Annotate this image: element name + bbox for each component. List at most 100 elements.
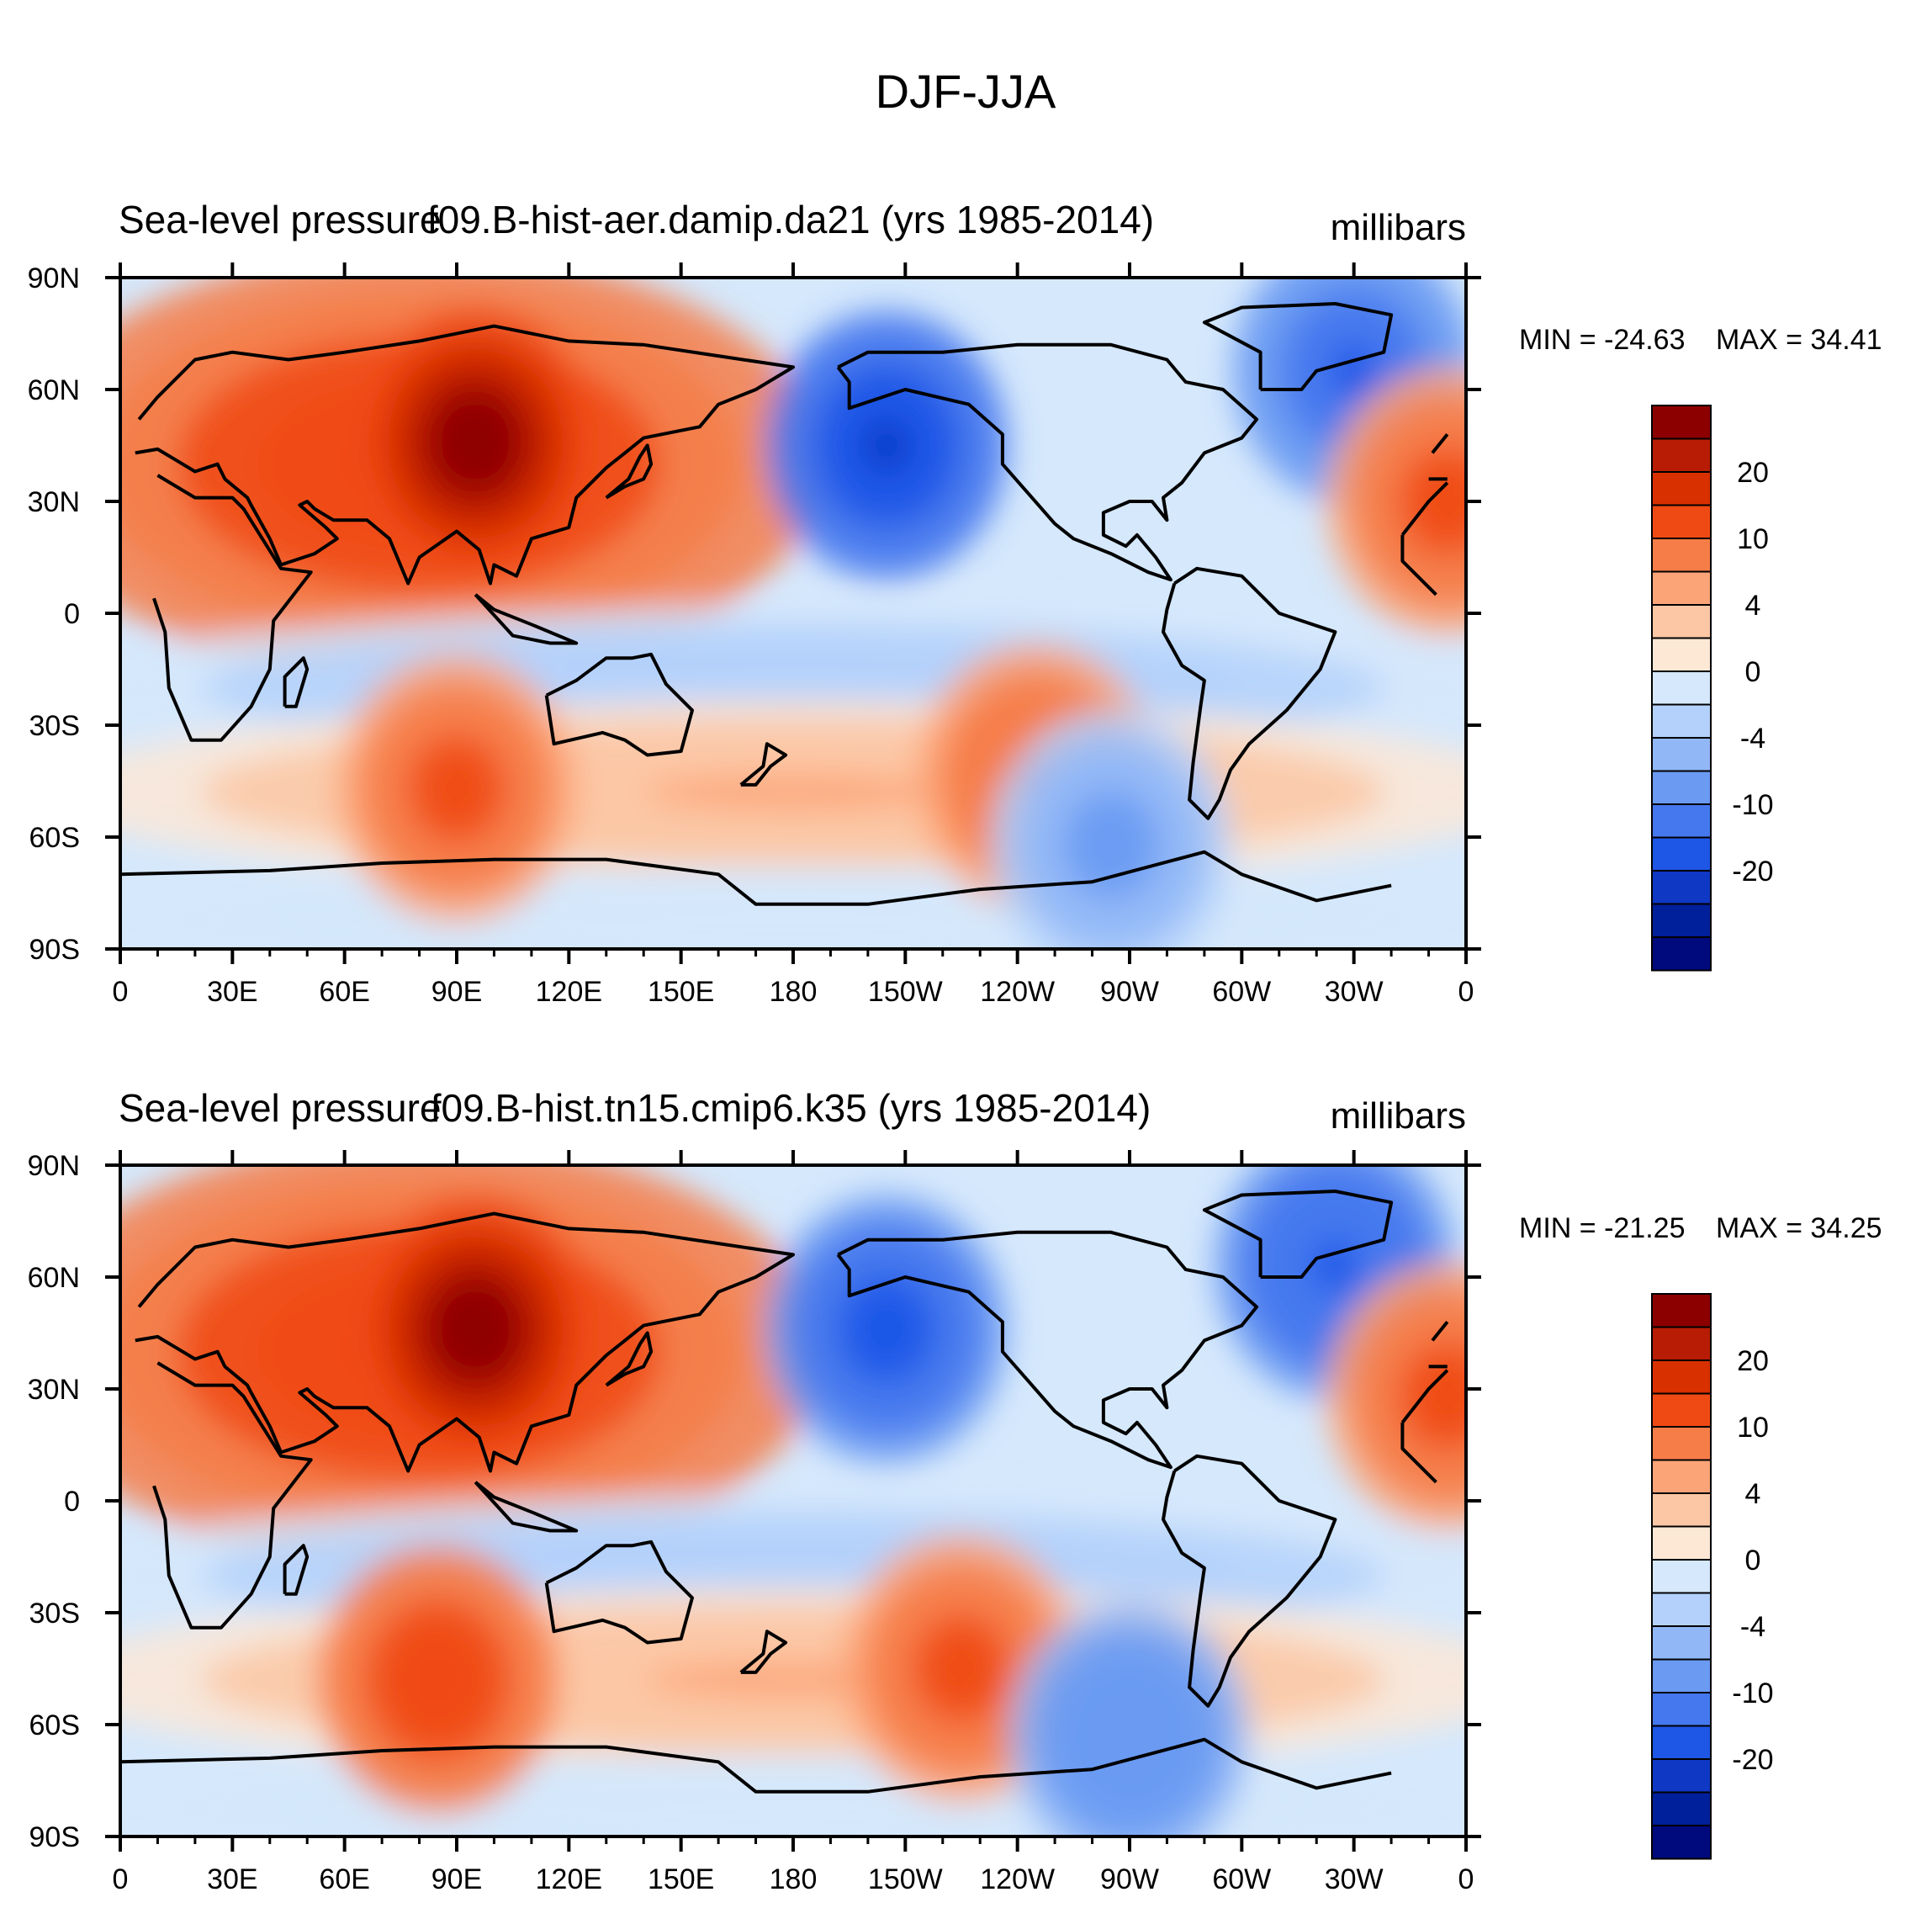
panel-2-coastline: [1202, 1190, 1394, 1279]
panel-2-colorbar-swatch: [1651, 1791, 1712, 1826]
panel-2-y-tick-label: 30S: [29, 1598, 81, 1630]
panel-2-title-center: f09.B-hist.tn15.cmip6.k35 (yrs 1985-2014…: [431, 1086, 1151, 1130]
panel-1-y-tick-label: 30S: [29, 710, 81, 742]
panel-1-x-tick-label: 150E: [648, 976, 714, 1008]
panel-2-coastline: [283, 1544, 310, 1596]
panel-1-siberian-high: [354, 307, 597, 576]
panel-2-colorbar-label: 20: [1737, 1345, 1769, 1377]
panel-2-x-tick-label: 30E: [207, 1863, 258, 1895]
panel-1-colorbar-swatch: [1651, 570, 1712, 606]
panel-1-colorbar-swatch: [1651, 803, 1712, 839]
panel-2-sh-midlat-high-band: [120, 1586, 1466, 1774]
panel-1-y-tick-label: 90N: [28, 262, 80, 294]
panel-1-colorbar-swatch: [1651, 538, 1712, 573]
panel-2-colorbar-swatch: [1651, 1293, 1712, 1328]
panel-2: Sea-level pressure f09.B-hist.tn15.cmip6…: [28, 1086, 1882, 1895]
panel-1-colorbar-swatch: [1651, 604, 1712, 639]
panel-2-y-tick-label: 90S: [29, 1821, 81, 1853]
panel-2-x-tick-label: 0: [113, 1863, 129, 1895]
panel-2-colorbar-swatch: [1651, 1625, 1712, 1661]
panel-2-colorbar-swatch: [1651, 1359, 1712, 1395]
panel-2-colorbar-swatch: [1651, 1492, 1712, 1528]
panel-1-colorbar-label: 10: [1737, 523, 1769, 555]
panel-1-x-tick-label: 0: [113, 976, 129, 1008]
panel-1-colorbar-swatch: [1651, 637, 1712, 672]
panel-2-south-indian-high: [316, 1545, 559, 1815]
panel-2-colorbar-swatch: [1651, 1326, 1712, 1361]
panel-2-x-tick-label: 30W: [1325, 1863, 1384, 1895]
panel-2-max-label: MAX = 34.25: [1716, 1212, 1882, 1244]
panel-1-y-tick-label: 30N: [28, 486, 80, 518]
panel-2-coastline: [739, 1630, 788, 1674]
panel-2-colorbar-swatch: [1651, 1725, 1712, 1760]
panel-1-coastline: [544, 652, 694, 757]
panel-1-colorbar-label: 0: [1745, 656, 1761, 688]
panel-2-x-tick-label: 60W: [1212, 1863, 1271, 1895]
panel-2-coastline: [544, 1540, 694, 1645]
panel-2-y-tick-label: 60N: [28, 1262, 80, 1294]
panel-1-title-center: f09.B-hist-aer.damip.da21 (yrs 1985-2014…: [427, 198, 1154, 241]
panel-1: Sea-level pressure f09.B-hist-aer.damip.…: [28, 198, 1882, 1008]
panel-2-title-left: Sea-level pressure: [119, 1086, 442, 1130]
panel-2-colorbar-label: -10: [1732, 1677, 1773, 1709]
panel-1-y-tick-label: 60N: [28, 374, 80, 406]
panel-2-coastline: [152, 1361, 1449, 1630]
panel-2-coastline: [1162, 1454, 1337, 1708]
panel-1-colorbar-swatch: [1651, 770, 1712, 805]
panel-2-colorbar-label: -20: [1732, 1744, 1773, 1776]
panel-1-colorbar-label: 20: [1737, 457, 1769, 489]
panel-1-coastline: [1162, 566, 1337, 820]
panel-1-map: [120, 278, 1466, 949]
panel-2-amundsen-low: [1008, 1601, 1251, 1836]
panel-2-y-tick-label: 30N: [28, 1374, 80, 1406]
panel-1-x-tick-label: 0: [1458, 976, 1474, 1008]
panel-2-x-tick-label: 0: [1458, 1863, 1474, 1895]
panel-2-units: millibars: [1331, 1095, 1466, 1137]
panel-1-sh-midlat-high-band: [120, 698, 1466, 887]
panel-2-x-tick-label: 150E: [648, 1863, 714, 1895]
panel-1-x-tick-label: 60E: [319, 976, 370, 1008]
panel-1-x-tick-label: 30E: [207, 976, 258, 1008]
panel-2-colorbar-label: 4: [1745, 1478, 1761, 1510]
panel-2-coastline: [836, 1230, 1259, 1470]
panel-2-x-tick-label: 120W: [980, 1863, 1055, 1895]
panel-1-x-tick-label: 90E: [431, 976, 483, 1008]
panel-2-colorbar-swatch: [1651, 1426, 1712, 1461]
panel-2-colorbar-swatch: [1651, 1559, 1712, 1594]
panel-1-colorbar-swatch: [1651, 703, 1712, 739]
panel-2-map: [120, 1165, 1466, 1836]
panel-1-azores-high: [1326, 367, 1466, 636]
panel-2-coastline: [135, 1211, 1449, 1473]
panel-1-coastline: [283, 656, 310, 708]
panel-1-coastline: [120, 850, 1392, 906]
panel-1-pacific-low: [765, 310, 1008, 580]
panel-1-colorbar-swatch: [1651, 437, 1712, 473]
panel-2-colorbar-swatch: [1651, 1758, 1712, 1794]
panel-2-min-label: MIN = -21.25: [1519, 1212, 1685, 1244]
panel-1-colorbar-swatch: [1651, 836, 1712, 872]
panel-1-colorbar-label: -20: [1732, 856, 1773, 888]
panel-1-colorbar-swatch: [1651, 870, 1712, 905]
panel-2-y-tick-label: 60S: [29, 1709, 81, 1741]
panel-1-amundsen-low: [989, 710, 1232, 949]
panel-2-colorbar-swatch: [1651, 1825, 1712, 1860]
panel-1-x-tick-label: 120E: [536, 976, 602, 1008]
panel-1-y-tick-label: 0: [64, 598, 80, 630]
panel-2-coastline: [120, 1737, 1392, 1794]
panel-2-colorbar-swatch: [1651, 1525, 1712, 1561]
panel-1-max-label: MAX = 34.41: [1716, 324, 1882, 356]
panel-1-colorbar-swatch: [1651, 903, 1712, 938]
panel-2-x-tick-label: 180: [770, 1863, 818, 1895]
panel-2-coastline: [474, 1481, 579, 1533]
panel-2-colorbar-label: 0: [1745, 1545, 1761, 1577]
panel-1-y-tick-label: 60S: [29, 822, 81, 854]
panel-1-colorbar-label: -10: [1732, 789, 1773, 821]
panel-2-coastline: [605, 1331, 654, 1387]
panel-2-colorbar-swatch: [1651, 1592, 1712, 1627]
panel-1-colorbar: 20 10 4 0 -4 -10 -20: [1651, 405, 1774, 972]
panel-2-y-tick-label: 90N: [28, 1150, 80, 1182]
panel-1-x-tick-label: 60W: [1212, 976, 1271, 1008]
panel-2-x-tick-label: 90E: [431, 1863, 483, 1895]
panel-1-south-indian-high: [336, 654, 578, 923]
